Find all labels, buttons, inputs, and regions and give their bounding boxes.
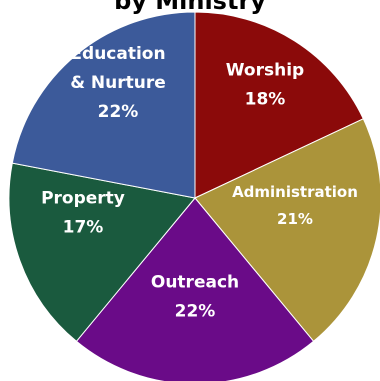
pie-slice-outreach bbox=[75, 197, 315, 381]
slice-label-outreach: Outreach bbox=[151, 272, 239, 292]
pie-slice-worship bbox=[194, 11, 364, 199]
slice-label-worship: Worship bbox=[226, 61, 304, 81]
slice-label-education-and-nurture: Education bbox=[70, 44, 165, 64]
chart-title: by Ministry bbox=[114, 0, 266, 15]
slice-percent-administration: 21% bbox=[277, 210, 313, 228]
slice-label-administration: Administration bbox=[232, 183, 358, 201]
slice-percent-outreach: 22% bbox=[175, 301, 216, 321]
slice-percent-property: 17% bbox=[63, 217, 104, 237]
pie-slice-administration bbox=[194, 118, 380, 343]
slice-percent-education-and-nurture: 22% bbox=[98, 102, 139, 122]
pie-slice-education-and-nurture bbox=[11, 11, 196, 199]
slice-label-property: Property bbox=[41, 188, 125, 208]
slice-label-education-and-nurture: & Nurture bbox=[70, 73, 166, 93]
slice-percent-worship: 18% bbox=[245, 90, 286, 110]
pie-slice-property bbox=[8, 162, 196, 343]
